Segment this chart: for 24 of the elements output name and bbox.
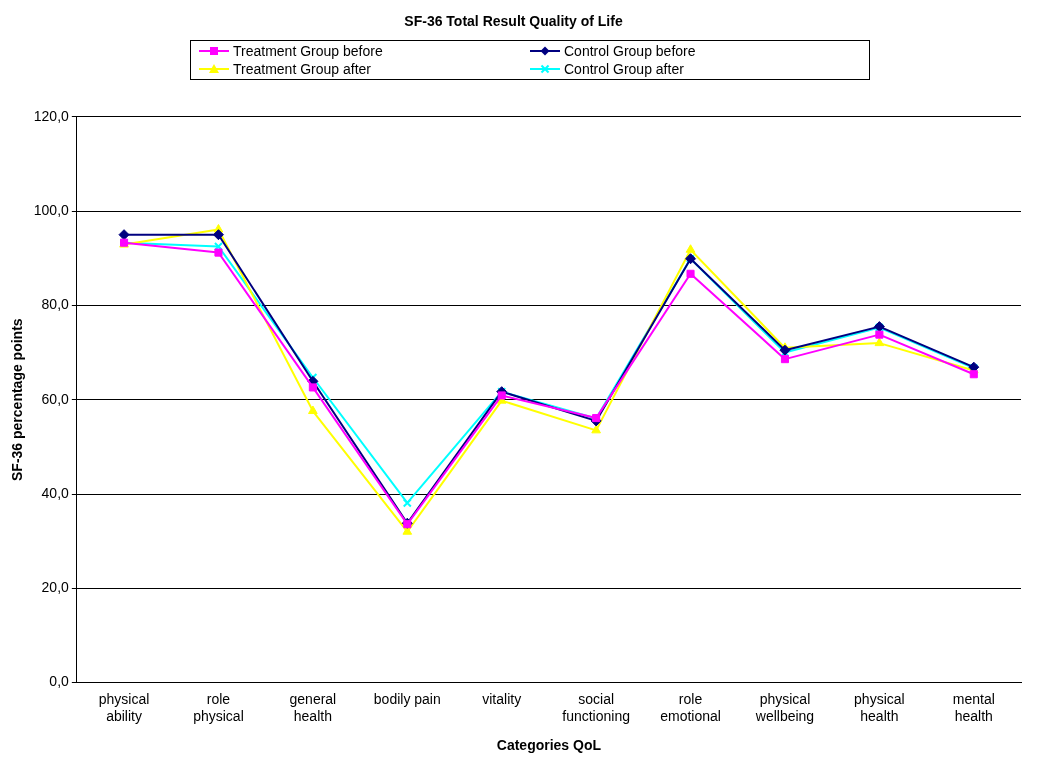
chart-title: SF-36 Total Result Quality of Life bbox=[404, 13, 623, 30]
x-tick-label: role physical bbox=[193, 690, 244, 724]
x-tick-label: social functioning bbox=[562, 690, 630, 724]
y-tick-label: 20,0 bbox=[41, 579, 70, 596]
y-tick-label: 120,0 bbox=[33, 107, 70, 124]
legend-label: Control Group before bbox=[564, 43, 696, 59]
x-tick-label: physical ability bbox=[98, 690, 150, 724]
y-axis-title: SF-36 percentage points bbox=[9, 318, 26, 481]
x-tick-label: physical health bbox=[854, 690, 905, 724]
legend-label: Treatment Group before bbox=[233, 43, 383, 59]
x-tick-label: mental health bbox=[952, 690, 995, 724]
y-tick-label: 80,0 bbox=[41, 296, 70, 313]
y-tick-label: 40,0 bbox=[41, 484, 70, 501]
legend-label: Control Group after bbox=[564, 61, 684, 77]
x-tick-label: bodily pain bbox=[373, 690, 441, 707]
x-tick-label: role emotional bbox=[660, 690, 721, 724]
legend-label: Treatment Group after bbox=[233, 61, 371, 77]
y-tick-label: 100,0 bbox=[33, 201, 70, 218]
x-tick-label: vitality bbox=[482, 690, 522, 707]
x-tick-label: physical wellbeing bbox=[754, 690, 815, 724]
y-tick-label: 60,0 bbox=[41, 390, 70, 407]
x-axis-title: Categories QoL bbox=[496, 737, 602, 754]
y-tick-label: 0,0 bbox=[49, 673, 70, 690]
x-tick-label: general health bbox=[289, 690, 337, 724]
